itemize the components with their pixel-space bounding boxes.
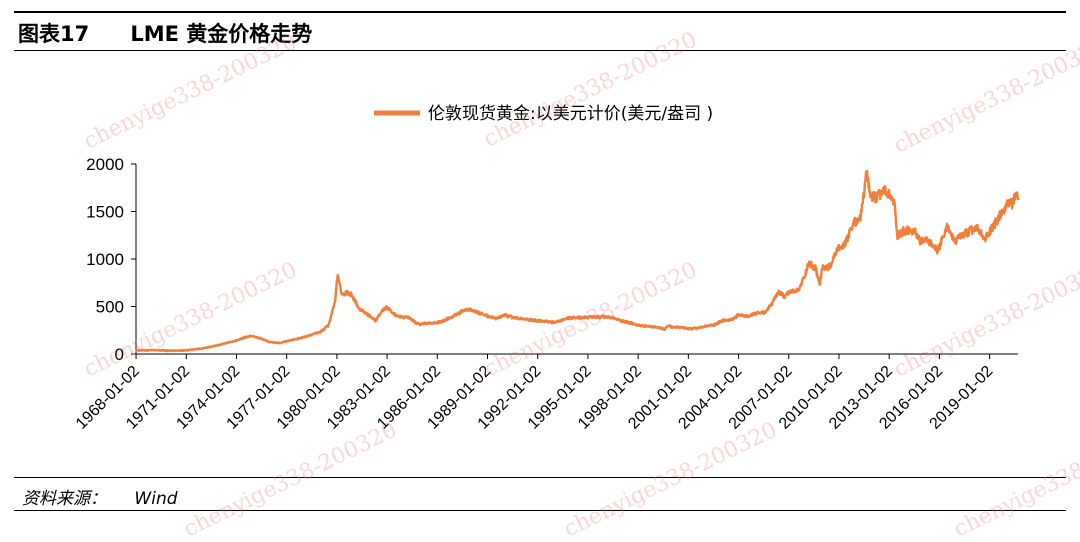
source-value: Wind [134,489,178,509]
figure-title: LME 黄金价格走势 [130,22,313,46]
gold-price-chart: 伦敦现货黄金:以美元计价(美元/盎司 ) 0500100015002000196… [73,104,1020,433]
y-tick-label-500: 500 [96,298,124,317]
top-rule [14,11,1066,13]
bottom-rule [14,510,1066,512]
source-note: 资料来源： Wind [22,484,178,509]
series-layer [135,169,1020,353]
y-tick-label-2000: 2000 [86,155,124,174]
title-underline [14,50,1066,52]
y-tick-label-1500: 1500 [86,203,124,222]
series-line-london-spot-gold [135,169,1020,353]
y-tick-label-0: 0 [115,345,124,364]
source-label: 资料来源： [22,489,107,509]
source-top-rule [14,477,1066,479]
figure-heading: 图表17 LME 黄金价格走势 [18,18,312,50]
legend-label: 伦敦现货黄金:以美元计价(美元/盎司 ) [428,104,713,124]
chart-legend: 伦敦现货黄金:以美元计价(美元/盎司 ) [374,104,713,124]
figure-label: 图表17 [18,22,90,46]
y-tick-label-1000: 1000 [86,250,124,269]
